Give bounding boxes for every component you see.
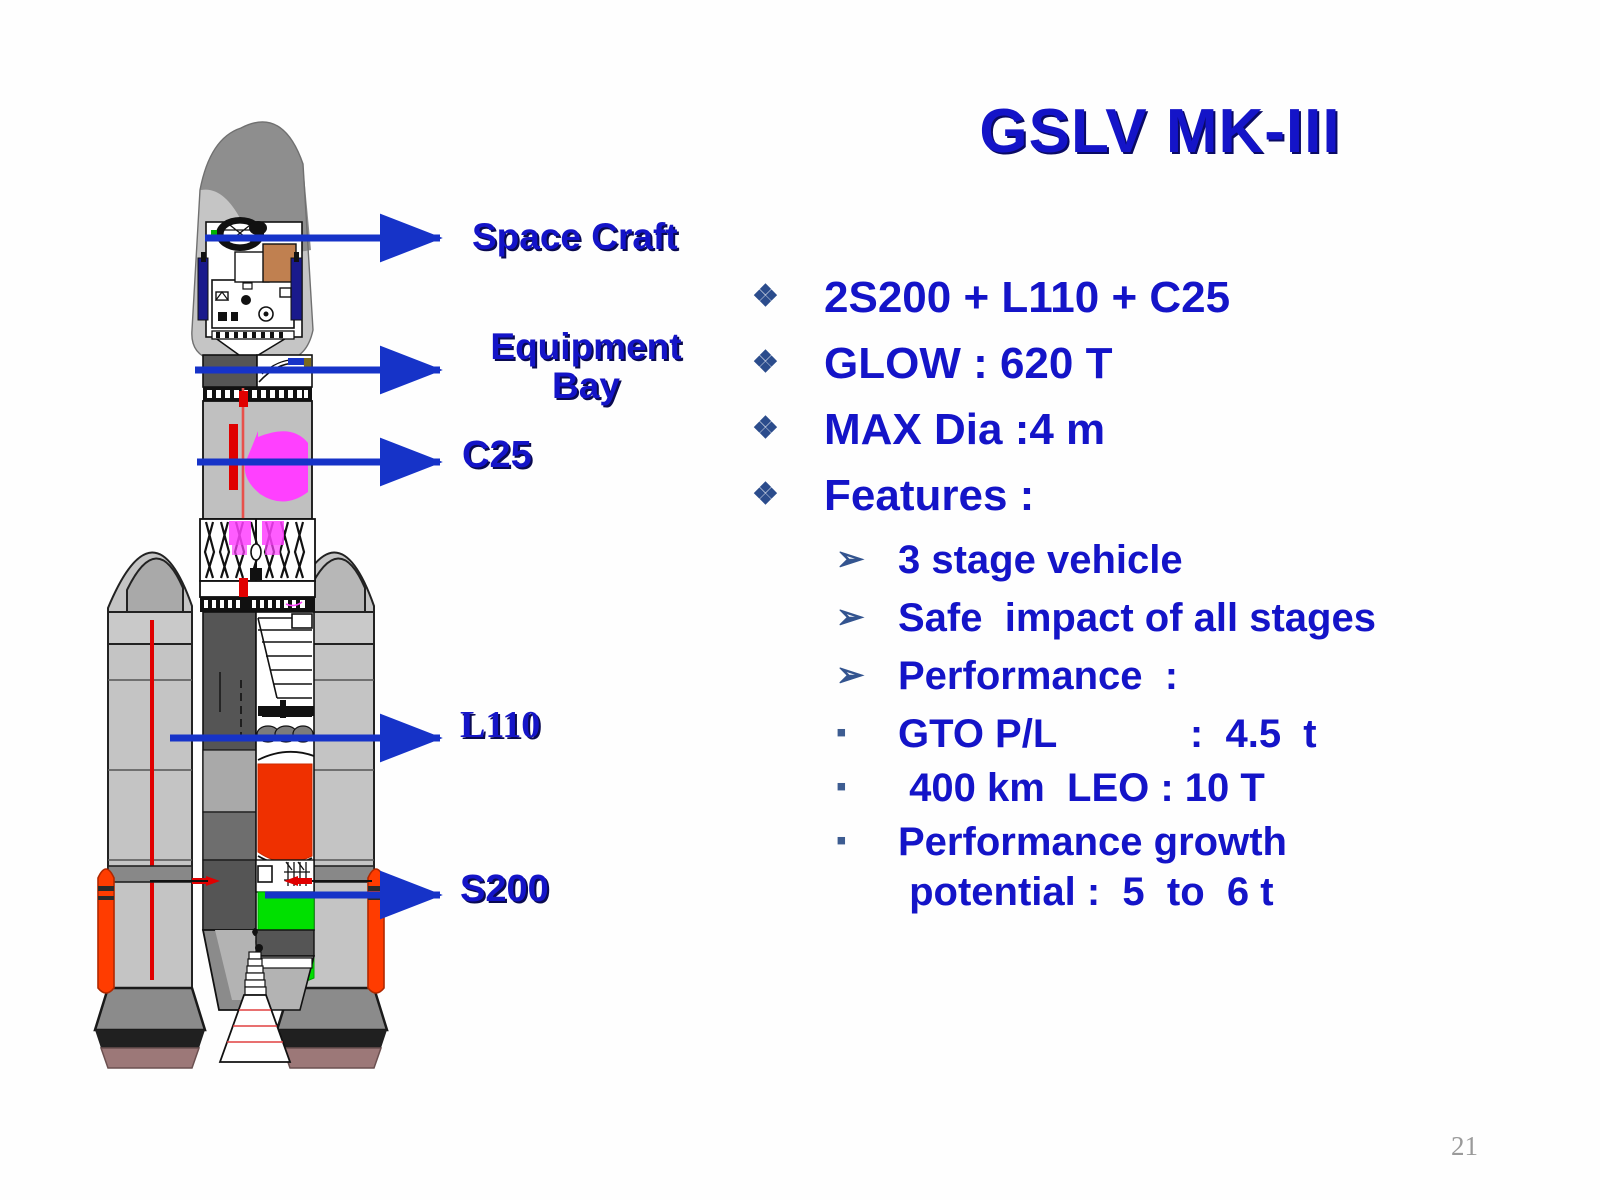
booster-attach-hardware	[150, 876, 372, 886]
callout-label-l110: L110	[460, 704, 541, 746]
bullet-text: MAX Dia :4 m	[824, 405, 1106, 454]
page-title: GSLV MK-III	[979, 97, 1341, 166]
diamond-bullet-icon: ❖	[752, 412, 779, 445]
detail-bullet-item: ▪ GTO P/L : 4.5 t	[752, 710, 1582, 758]
bullet-text: Performance growth	[898, 820, 1287, 864]
bullet-text: GLOW : 620 T	[824, 339, 1113, 388]
bullet-item: ❖ Features :	[752, 470, 1582, 522]
detail-bullet-item-continuation: ▪ potential : 5 to 6 t	[752, 868, 1582, 916]
square-bullet-icon: ▪	[836, 770, 847, 803]
sub-bullet-item: ➢ Performance :	[752, 652, 1582, 700]
callout-label-space-craft: Space Craft	[472, 216, 678, 257]
diamond-bullet-icon: ❖	[752, 478, 779, 511]
callout-label-s200: S200	[460, 868, 549, 910]
bullet-text: Features :	[824, 471, 1035, 520]
equipment-bay-section	[202, 354, 313, 401]
bullet-text: 3 stage vehicle	[898, 538, 1183, 582]
arrowhead-bullet-icon: ➢	[836, 598, 865, 636]
bullet-item: ❖ GLOW : 620 T	[752, 338, 1582, 390]
bullet-text: GTO P/L : 4.5 t	[898, 712, 1317, 756]
callout-label-c25: C25	[462, 434, 532, 476]
booster-left	[93, 551, 207, 1069]
bullet-text: Safe impact of all stages	[898, 596, 1376, 640]
page-number: 21	[1451, 1131, 1478, 1161]
c25-engine-truss	[199, 518, 316, 612]
bullet-text: Performance :	[898, 654, 1179, 698]
sub-bullet-item: ➢ 3 stage vehicle	[752, 536, 1582, 584]
diamond-bullet-icon: ❖	[752, 346, 779, 379]
bullet-text: potential : 5 to 6 t	[898, 870, 1274, 914]
core-engine-base	[201, 928, 316, 1063]
bullet-text: 2S200 + L110 + C25	[824, 273, 1231, 322]
sub-bullet-item: ➢ Safe impact of all stages	[752, 594, 1582, 642]
diamond-bullet-icon: ❖	[752, 280, 779, 313]
callout-arrows	[170, 213, 443, 920]
arrowhead-bullet-icon: ➢	[836, 656, 865, 694]
arrowhead-bullet-icon: ➢	[836, 540, 865, 578]
bullet-item: ❖ 2S200 + L110 + C25	[752, 272, 1582, 324]
square-bullet-icon: ▪	[836, 824, 847, 857]
detail-bullet-item: ▪ Performance growth	[752, 818, 1582, 866]
gslv-mk3-rocket-diagram	[93, 121, 443, 1069]
l110-core-stage	[202, 611, 315, 985]
bullet-list: ❖ 2S200 + L110 + C25 ❖ GLOW : 620 T ❖ MA…	[752, 272, 1582, 922]
detail-bullet-item: ▪ 400 km LEO : 10 T	[752, 764, 1582, 812]
bullet-text: 400 km LEO : 10 T	[898, 766, 1265, 810]
callout-label-equipment-bay: Equipment Bay	[490, 326, 682, 406]
bullet-item: ❖ MAX Dia :4 m	[752, 404, 1582, 456]
square-bullet-icon: ▪	[836, 716, 847, 749]
